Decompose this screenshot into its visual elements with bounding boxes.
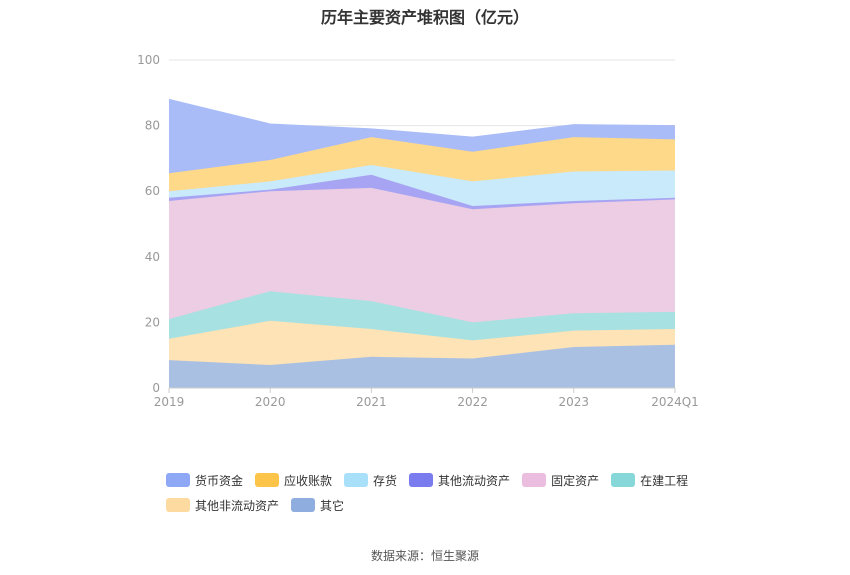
legend-swatch: [409, 473, 434, 487]
x-tick-label: 2021: [356, 395, 387, 409]
legend-item[interactable]: 其他流动资产: [409, 472, 510, 488]
legend-item[interactable]: 应收账款: [255, 472, 332, 488]
legend-label: 其他非流动资产: [195, 498, 280, 513]
area-series-4: [169, 187, 675, 323]
data-source: 数据来源：恒生聚源: [370, 549, 479, 563]
x-tick-label: 2020: [255, 395, 286, 409]
area-series-3: [169, 291, 675, 341]
legend-swatch: [291, 498, 316, 512]
legend-label: 存货: [373, 473, 398, 488]
x-tick-label: 2019: [154, 395, 185, 409]
legend-swatch: [522, 473, 547, 487]
x-tick-label: 2022: [457, 395, 488, 409]
legend-label: 其它: [320, 498, 345, 513]
chart-title: 历年主要资产堆积图（亿元）: [320, 8, 529, 27]
area-series-1: [169, 344, 675, 388]
area-series-6: [169, 165, 675, 206]
legend-label: 在建工程: [640, 473, 689, 488]
area-series-line-8: [168, 98, 676, 138]
legend-swatch: [344, 473, 369, 487]
legend-item[interactable]: 存货: [344, 472, 397, 488]
legend-swatch: [611, 473, 636, 487]
y-tick-label: 40: [145, 250, 160, 264]
legend-label: 应收账款: [284, 473, 333, 488]
y-tick-label: 80: [145, 119, 160, 133]
legend-label: 固定资产: [551, 473, 600, 488]
legend-item[interactable]: 在建工程: [611, 472, 688, 488]
legend-item[interactable]: 固定资产: [522, 472, 599, 488]
area-series-2: [169, 320, 675, 365]
legend-label: 货币资金: [195, 473, 244, 488]
area-series-7: [169, 137, 675, 192]
legend-swatch: [255, 473, 280, 487]
x-tick-label: 2024Q1: [651, 395, 699, 409]
legend-item[interactable]: 货币资金: [166, 472, 243, 488]
chart-legend: 货币资金 应收账款 存货 其他流动资产 固定资产 在建工程其他非流动资产 其它: [166, 472, 706, 513]
legend-swatch: [166, 498, 190, 512]
legend-swatch: [166, 473, 190, 487]
legend-item[interactable]: 其他非流动资产: [166, 497, 279, 513]
legend-item[interactable]: 其它: [291, 497, 344, 513]
area-series-5: [169, 174, 675, 210]
area-series-8: [169, 99, 675, 174]
y-tick-label: 100: [137, 53, 160, 67]
legend-label: 其他流动资产: [438, 473, 511, 488]
y-tick-label: 60: [145, 184, 160, 198]
y-tick-label: 20: [145, 315, 160, 329]
x-tick-label: 2023: [559, 395, 590, 409]
y-tick-label: 0: [152, 381, 160, 395]
